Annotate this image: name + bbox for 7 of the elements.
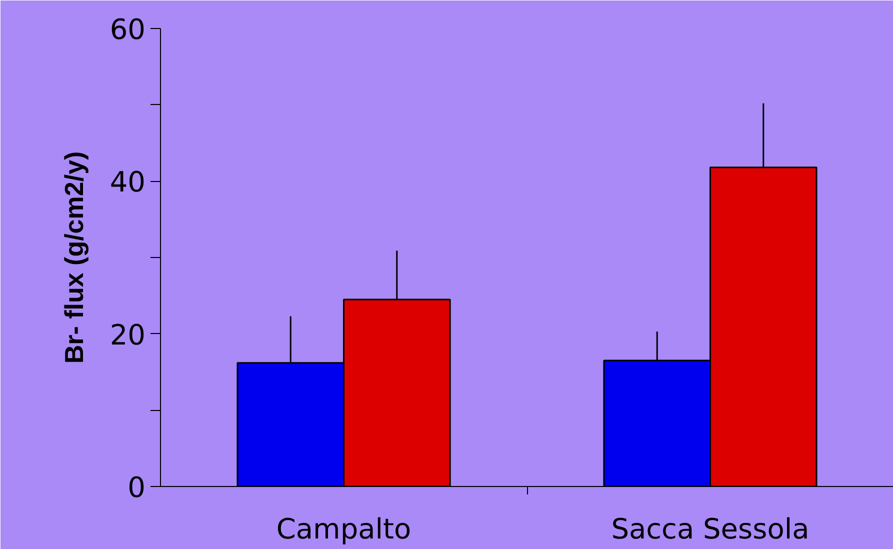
- y-tick-label: 40: [110, 166, 146, 199]
- y-tick-label: 20: [110, 318, 146, 352]
- x-tick-label: Sacca Sessola: [611, 512, 810, 546]
- x-tick-label: Campalto: [276, 512, 412, 546]
- y-tick-label: 60: [110, 13, 146, 46]
- y-axis-title: Br- flux (g/cm2/y): [58, 151, 89, 364]
- y-tick-label: 0: [128, 471, 146, 504]
